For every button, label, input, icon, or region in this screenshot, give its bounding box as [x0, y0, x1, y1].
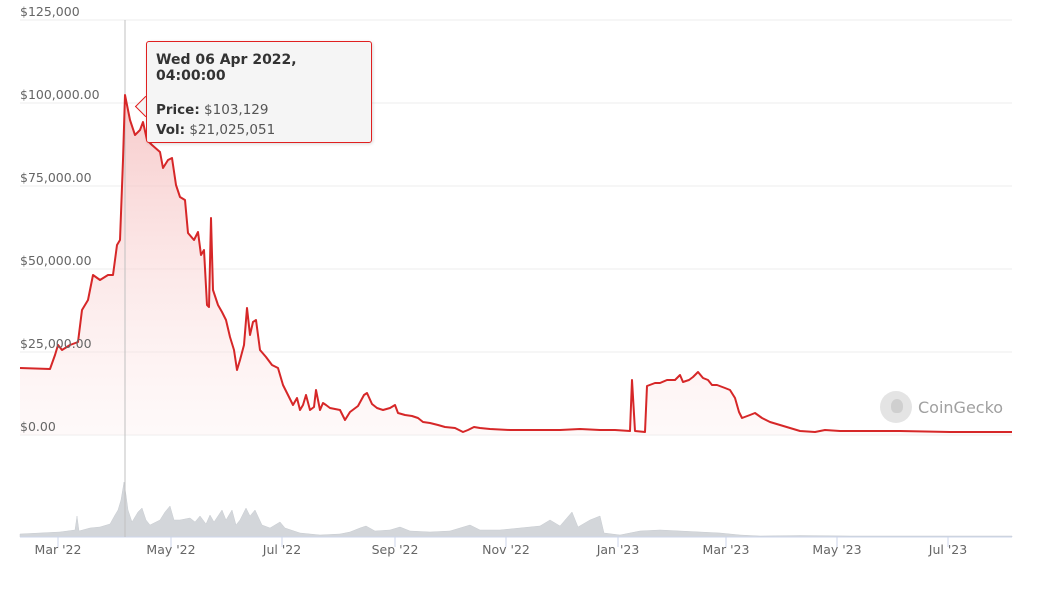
y-tick-label: $125,000: [20, 4, 80, 19]
x-tick-label: Sep '22: [371, 542, 419, 557]
tooltip-date: Wed 06 Apr 2022, 04:00:00: [156, 52, 297, 84]
y-tick-label: $50,000.00: [20, 253, 92, 268]
y-tick-label: $100,000.00: [20, 87, 100, 102]
x-tick-label: Jan '23: [596, 542, 640, 557]
tooltip-price-label: Price:: [156, 102, 200, 118]
tooltip-vol-value: $21,025,051: [189, 122, 276, 138]
x-tick-label: Jul '22: [262, 542, 302, 557]
tooltip-price-row: Price: $103,129: [156, 100, 362, 120]
x-tick-label: Mar '23: [702, 542, 750, 557]
watermark-text: CoinGecko: [918, 397, 1004, 417]
y-tick-label: $0.00: [20, 419, 56, 434]
volume-bars: [19, 481, 1013, 538]
x-tick-label: May '22: [146, 542, 196, 557]
tooltip-vol-label: Vol:: [156, 122, 186, 138]
tooltip-price-value: $103,129: [204, 102, 269, 118]
x-tick-label: May '23: [812, 542, 862, 557]
y-tick-label: $25,000.00: [20, 336, 92, 351]
x-axis-ticks: [57, 537, 949, 547]
x-tick-label: Mar '22: [34, 542, 82, 557]
coingecko-watermark: CoinGecko: [880, 391, 1003, 423]
hover-tooltip: Wed 06 Apr 2022, 04:00:00 Price: $103,12…: [146, 41, 372, 143]
x-tick-label: Jul '23: [928, 542, 968, 557]
tooltip-vol-row: Vol: $21,025,051: [156, 120, 362, 140]
price-line[interactable]: [19, 94, 1012, 433]
x-tick-label: Nov '22: [482, 542, 530, 557]
price-area-fill: [20, 95, 1012, 435]
gecko-logo-icon: [880, 391, 912, 423]
y-tick-label: $75,000.00: [20, 170, 92, 185]
